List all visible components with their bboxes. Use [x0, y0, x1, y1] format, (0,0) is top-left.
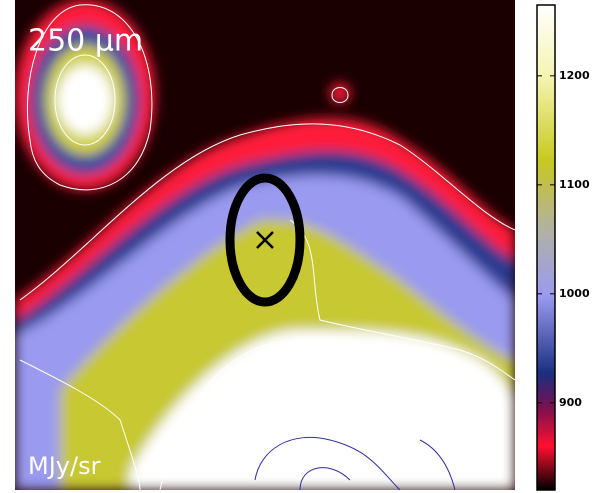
- colorbar: [536, 4, 556, 491]
- aperture-ellipse: [225, 173, 305, 307]
- band-label: 250 μm: [28, 24, 143, 59]
- colorbar-ticks: 900 1000 1100 1200: [537, 69, 590, 409]
- tick-label: 1000: [559, 287, 590, 300]
- unit-label: MJy/sr: [28, 452, 101, 480]
- tick-label: 900: [559, 396, 582, 409]
- tick-label: 1200: [559, 69, 590, 82]
- map: [15, 0, 515, 490]
- tick-label: 1100: [559, 178, 590, 191]
- source-marker: [256, 231, 274, 249]
